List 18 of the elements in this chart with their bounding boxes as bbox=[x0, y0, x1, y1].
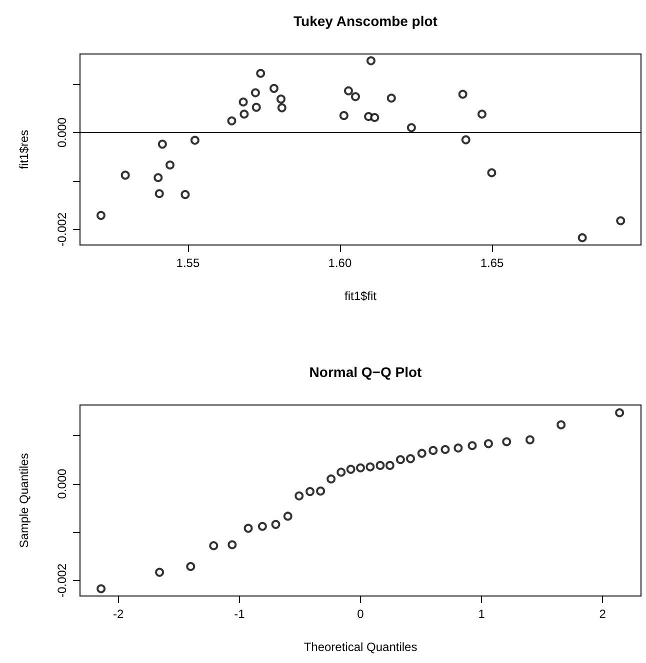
x-tick-label: 1.60 bbox=[328, 256, 352, 270]
chart-title: Normal Q−Q Plot bbox=[309, 364, 422, 380]
x-axis-title: fit1$fit bbox=[344, 289, 378, 303]
x-axis-title: Theoretical Quantiles bbox=[304, 640, 418, 654]
chart-title: Tukey Anscombe plot bbox=[294, 13, 438, 29]
x-tick-label: 1 bbox=[478, 607, 486, 621]
x-tick-label: -1 bbox=[234, 607, 246, 621]
x-tick-label: -2 bbox=[113, 607, 124, 621]
y-axis-title: fit1$res bbox=[17, 130, 31, 170]
x-tick-label: 2 bbox=[599, 607, 606, 621]
y-tick-label: -0.002 bbox=[55, 212, 69, 247]
x-tick-label: 0 bbox=[357, 607, 364, 621]
y-axis-title: Sample Quantiles bbox=[17, 453, 31, 548]
y-tick-label: 0.000 bbox=[55, 468, 69, 499]
x-tick-label: 1.65 bbox=[480, 256, 504, 270]
y-tick-label: 0.000 bbox=[55, 117, 69, 148]
y-tick-label: -0.002 bbox=[55, 563, 69, 598]
x-tick-label: 1.55 bbox=[176, 256, 200, 270]
